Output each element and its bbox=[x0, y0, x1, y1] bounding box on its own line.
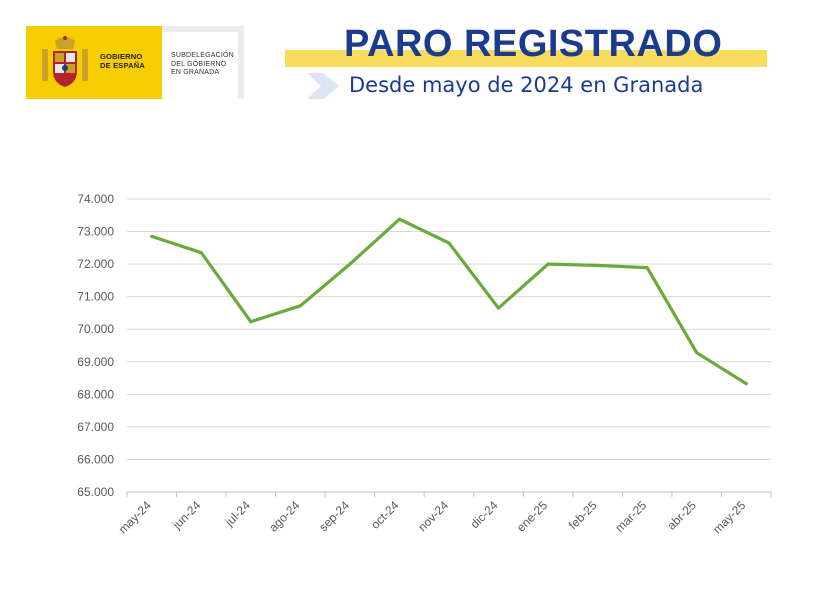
data-point bbox=[447, 241, 451, 245]
x-tick-label: sep-24 bbox=[316, 498, 352, 534]
logo-separator bbox=[162, 26, 244, 99]
data-point bbox=[298, 304, 302, 308]
logo-block bbox=[26, 26, 162, 99]
logo-subtitle: SUBDELEGACIÓN DEL GOBIERNO EN GRANADA bbox=[171, 52, 234, 76]
x-tick-label: may-25 bbox=[710, 498, 748, 536]
data-point bbox=[199, 251, 203, 255]
x-tick-label: feb-25 bbox=[566, 498, 600, 532]
y-tick-label: 74.000 bbox=[77, 192, 114, 206]
y-tick-label: 66.000 bbox=[77, 452, 114, 466]
data-point bbox=[150, 234, 154, 239]
page-subtitle: Desde mayo de 2024 en Granada bbox=[349, 73, 704, 97]
data-point bbox=[695, 351, 699, 355]
chevron-right-icon bbox=[307, 73, 339, 99]
data-point bbox=[496, 306, 501, 310]
x-tick-label: mar-25 bbox=[612, 498, 649, 535]
logo-text: GOBIERNO DE ESPAÑA bbox=[100, 52, 146, 70]
y-tick-label: 72.000 bbox=[77, 257, 114, 271]
x-tick-label: ago-24 bbox=[266, 498, 303, 535]
y-tick-label: 67.000 bbox=[77, 420, 114, 434]
x-tick-label: dic-24 bbox=[468, 498, 501, 531]
x-tick-label: abr-25 bbox=[664, 498, 699, 533]
x-tick-label: jun-24 bbox=[169, 498, 203, 532]
y-tick-label: 70.000 bbox=[77, 322, 114, 336]
data-point bbox=[596, 263, 600, 268]
data-point bbox=[546, 262, 550, 266]
data-point bbox=[645, 266, 649, 270]
data-point bbox=[397, 217, 402, 221]
x-tick-label: may-24 bbox=[116, 498, 154, 536]
y-tick-label: 71.000 bbox=[77, 290, 114, 304]
data-point bbox=[744, 381, 748, 386]
data-point bbox=[348, 262, 352, 266]
x-tick-label: oct-24 bbox=[368, 498, 402, 532]
coat-of-arms-icon bbox=[42, 36, 88, 87]
title-band bbox=[285, 50, 767, 67]
x-tick-label: ene-25 bbox=[514, 498, 551, 535]
x-tick-label: nov-24 bbox=[415, 498, 451, 534]
y-tick-label: 73.000 bbox=[77, 225, 114, 239]
y-tick-label: 65.000 bbox=[77, 485, 114, 499]
page-title: PARO REGISTRADO bbox=[344, 23, 723, 65]
y-tick-label: 69.000 bbox=[77, 355, 114, 369]
data-point bbox=[249, 320, 253, 324]
y-tick-label: 68.000 bbox=[77, 387, 114, 401]
x-tick-label: jul-24 bbox=[222, 498, 254, 530]
